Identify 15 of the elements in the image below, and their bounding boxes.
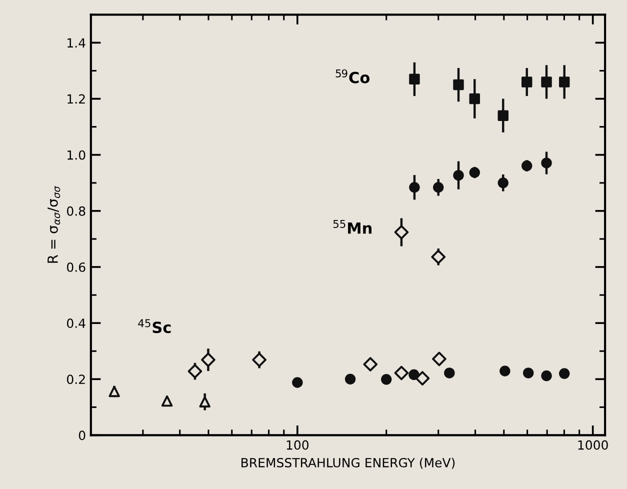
y-tick-label: 0.8	[67, 206, 86, 216]
y-tick-label: 0.2	[67, 374, 85, 384]
x-axis-title: BREMSSTRAHLUNG ENERGY (MeV)	[242, 458, 455, 469]
annotation: $^{55}$Mn	[333, 220, 372, 234]
y-tick-label: 1.4	[68, 38, 86, 48]
x-tick-label: 1000	[578, 440, 608, 450]
x-tick-label: 100	[286, 440, 309, 450]
y-tick-label: 1.0	[68, 150, 86, 160]
y-tick-label: 0.6	[67, 262, 86, 272]
y-tick-label: 0.4	[67, 318, 86, 328]
annotation: $^{59}$Co	[336, 69, 370, 84]
y-axis-title: R = σ$_{ασ}$/σ$_{σσ}$	[48, 186, 60, 263]
y-tick-label: 0	[78, 430, 86, 440]
annotation: $^{45}$Sc	[138, 319, 171, 334]
y-tick-label: 1.2	[68, 94, 85, 104]
